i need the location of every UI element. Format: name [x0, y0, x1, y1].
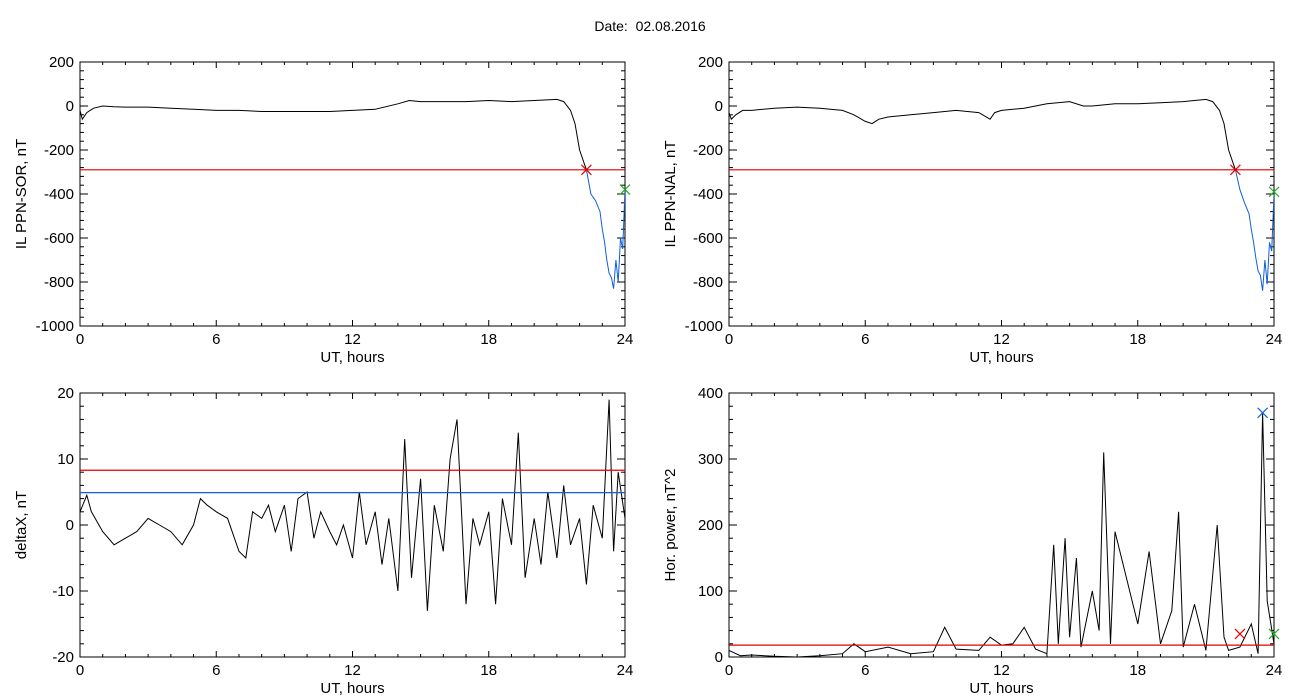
chart-panel-3: 0 6 12 18 24 -20 -10 0 10 20 UT, hours deltaX, nT [13, 385, 633, 697]
marker-stroke [1229, 164, 1241, 176]
y-tick-label: 10 [57, 451, 74, 468]
y-tick-label: 200 [698, 517, 723, 534]
x-tick-label: 6 [861, 331, 869, 348]
x-tick-label: 24 [1266, 331, 1283, 348]
y-tick-label: -400 [693, 186, 723, 203]
series-line-1 [729, 412, 1274, 657]
y-tick-label: -600 [693, 230, 723, 247]
y-tick-label: 300 [698, 451, 723, 468]
x-tick-label: 12 [344, 662, 361, 679]
figure-header: Date: 02.08.2016 [0, 18, 1300, 34]
x-tick-label: 12 [344, 331, 361, 348]
series-line-1 [80, 98, 587, 170]
plot-frame [728, 392, 1275, 658]
marker-red [1234, 628, 1246, 640]
x-tick-label: 24 [1266, 662, 1283, 679]
y-axis-label: deltaX, nT [13, 491, 30, 559]
plot-frame [79, 61, 626, 327]
marker-stroke [1268, 628, 1280, 640]
y-tick-label: -400 [44, 186, 74, 203]
y-axis-label: IL PPN-NAL, nT [662, 141, 679, 248]
marker-stroke [1268, 186, 1280, 198]
series-line-2 [1234, 169, 1274, 291]
y-tick-label: 0 [66, 517, 74, 534]
y-tick-label: -600 [44, 230, 74, 247]
series-group [80, 98, 625, 289]
marker-stroke [619, 184, 631, 196]
x-tick-label: 12 [993, 331, 1010, 348]
x-tick-label: 18 [1129, 331, 1146, 348]
marker-red [1229, 164, 1241, 176]
series-group [80, 399, 625, 611]
y-tick-label: -800 [44, 274, 74, 291]
marker-stroke [580, 164, 592, 176]
x-tick-label: 12 [993, 662, 1010, 679]
marker-green [619, 184, 631, 196]
y-tick-label: 0 [715, 649, 723, 666]
y-tick-label: 0 [715, 98, 723, 115]
marker-red [580, 164, 592, 176]
series-line-2 [585, 169, 625, 289]
marker-stroke [1257, 407, 1269, 419]
x-tick-label: 0 [725, 662, 733, 679]
y-tick-label: -200 [693, 142, 723, 159]
marker-green [1268, 186, 1280, 198]
y-tick-label: 400 [698, 385, 723, 402]
x-tick-label: 0 [725, 331, 733, 348]
chart-panel-2: 0 6 12 18 24 -1000 -800 -600 -400 -200 0 200 UT, hou… [662, 54, 1282, 366]
y-tick-label: 200 [698, 54, 723, 71]
x-tick-label: 6 [212, 662, 220, 679]
series-line-1 [80, 399, 625, 611]
y-tick-label: 200 [49, 54, 74, 71]
y-tick-label: 0 [66, 98, 74, 115]
x-tick-label: 0 [76, 662, 84, 679]
x-axis-label: UT, hours [969, 349, 1033, 366]
y-tick-label: -1000 [36, 318, 74, 335]
x-tick-label: 6 [861, 662, 869, 679]
series-group [729, 412, 1274, 657]
x-tick-label: 24 [617, 331, 634, 348]
x-tick-label: 18 [480, 662, 497, 679]
y-tick-label: 100 [698, 583, 723, 600]
y-tick-label: -200 [44, 142, 74, 159]
marker-blue [1257, 407, 1269, 419]
x-tick-label: 18 [1129, 662, 1146, 679]
x-tick-label: 0 [76, 331, 84, 348]
date-label: Date: [594, 18, 628, 34]
y-tick-label: 20 [57, 385, 74, 402]
x-axis-label: UT, hours [320, 680, 384, 697]
y-tick-label: -1000 [685, 318, 723, 335]
x-axis-label: UT, hours [320, 349, 384, 366]
y-axis-label: Hor. power, nT^2 [662, 469, 679, 582]
y-tick-label: -800 [693, 274, 723, 291]
x-tick-label: 6 [212, 331, 220, 348]
plot-frame [728, 61, 1275, 327]
y-tick-label: -20 [52, 649, 74, 666]
x-tick-label: 18 [480, 331, 497, 348]
chart-panel-1: 0 6 12 18 24 -1000 -800 -600 -400 -200 0 200 UT, hou… [13, 54, 633, 366]
y-tick-label: -10 [52, 583, 74, 600]
series-line-1 [729, 98, 1236, 170]
y-axis-label: IL PPN-SOR, nT [13, 139, 30, 249]
chart-panel-4: 0 6 12 18 24 0 100 200 300 400 UT, hours Hor. power… [662, 385, 1282, 697]
series-group [729, 98, 1274, 291]
x-tick-label: 24 [617, 662, 634, 679]
date-value: 02.08.2016 [635, 18, 706, 34]
marker-stroke [1234, 628, 1246, 640]
plot-frame [79, 392, 626, 658]
x-axis-label: UT, hours [969, 680, 1033, 697]
marker-green [1268, 628, 1280, 640]
